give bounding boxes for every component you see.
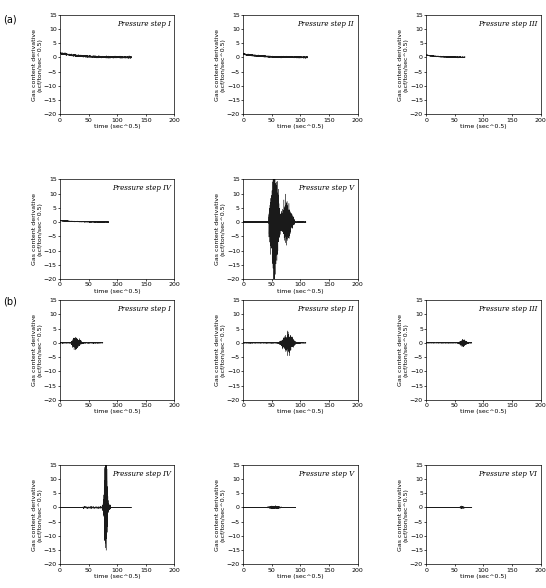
X-axis label: time (sec^0.5): time (sec^0.5)	[94, 574, 140, 579]
Y-axis label: Gas content derivative
(scf/ton/sec^0.5): Gas content derivative (scf/ton/sec^0.5)	[215, 479, 225, 550]
Text: Pressure step IV: Pressure step IV	[112, 470, 171, 477]
Text: Pressure step I: Pressure step I	[117, 19, 171, 28]
X-axis label: time (sec^0.5): time (sec^0.5)	[460, 124, 507, 129]
Y-axis label: Gas content derivative
(scf/ton/sec^0.5): Gas content derivative (scf/ton/sec^0.5)	[32, 479, 43, 550]
Y-axis label: Gas content derivative
(scf/ton/sec^0.5): Gas content derivative (scf/ton/sec^0.5)	[32, 29, 43, 101]
X-axis label: time (sec^0.5): time (sec^0.5)	[94, 124, 140, 129]
Y-axis label: Gas content derivative
(scf/ton/sec^0.5): Gas content derivative (scf/ton/sec^0.5)	[215, 29, 225, 101]
X-axis label: time (sec^0.5): time (sec^0.5)	[277, 574, 324, 579]
Text: Pressure step V: Pressure step V	[298, 184, 354, 192]
Text: Pressure step IV: Pressure step IV	[112, 184, 171, 192]
Y-axis label: Gas content derivative
(scf/ton/sec^0.5): Gas content derivative (scf/ton/sec^0.5)	[215, 193, 225, 265]
Text: Pressure step VI: Pressure step VI	[478, 470, 537, 477]
X-axis label: time (sec^0.5): time (sec^0.5)	[94, 289, 140, 293]
Text: (a): (a)	[3, 15, 16, 25]
Text: Pressure step V: Pressure step V	[298, 470, 354, 477]
Y-axis label: Gas content derivative
(scf/ton/sec^0.5): Gas content derivative (scf/ton/sec^0.5)	[397, 314, 408, 386]
Y-axis label: Gas content derivative
(scf/ton/sec^0.5): Gas content derivative (scf/ton/sec^0.5)	[32, 193, 43, 265]
Text: Pressure step III: Pressure step III	[478, 19, 537, 28]
X-axis label: time (sec^0.5): time (sec^0.5)	[460, 574, 507, 579]
Text: Pressure step III: Pressure step III	[478, 305, 537, 313]
Text: (b): (b)	[3, 297, 16, 307]
X-axis label: time (sec^0.5): time (sec^0.5)	[277, 289, 324, 293]
X-axis label: time (sec^0.5): time (sec^0.5)	[94, 409, 140, 415]
X-axis label: time (sec^0.5): time (sec^0.5)	[277, 124, 324, 129]
Y-axis label: Gas content derivative
(scf/ton/sec^0.5): Gas content derivative (scf/ton/sec^0.5)	[397, 29, 408, 101]
Y-axis label: Gas content derivative
(scf/ton/sec^0.5): Gas content derivative (scf/ton/sec^0.5)	[215, 314, 225, 386]
Text: Pressure step I: Pressure step I	[117, 305, 171, 313]
Text: Pressure step II: Pressure step II	[298, 305, 354, 313]
X-axis label: time (sec^0.5): time (sec^0.5)	[460, 409, 507, 415]
Y-axis label: Gas content derivative
(scf/ton/sec^0.5): Gas content derivative (scf/ton/sec^0.5)	[32, 314, 43, 386]
X-axis label: time (sec^0.5): time (sec^0.5)	[277, 409, 324, 415]
Text: Pressure step II: Pressure step II	[298, 19, 354, 28]
Y-axis label: Gas content derivative
(scf/ton/sec^0.5): Gas content derivative (scf/ton/sec^0.5)	[397, 479, 408, 550]
